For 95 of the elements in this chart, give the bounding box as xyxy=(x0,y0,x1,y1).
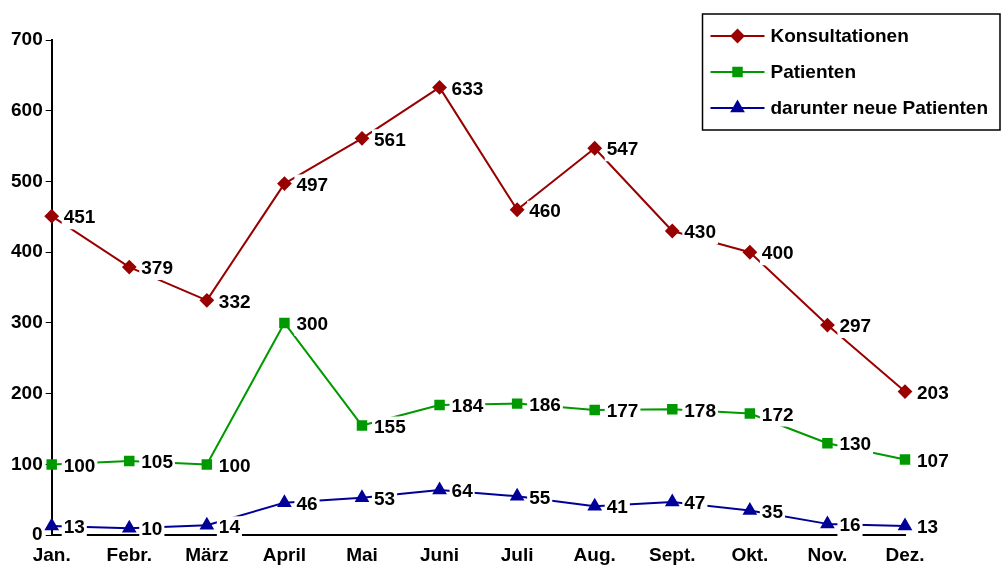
x-tick-label: Nov. xyxy=(807,543,848,565)
y-tick-label: 100 xyxy=(11,452,43,474)
x-tick-label: Sept. xyxy=(649,543,696,565)
data-label: 14 xyxy=(218,515,241,537)
point xyxy=(510,488,524,501)
point xyxy=(898,518,912,531)
point xyxy=(665,224,680,239)
data-label: 64 xyxy=(451,480,474,502)
x-tick-label: Febr. xyxy=(106,543,152,565)
data-label: 300 xyxy=(296,313,329,335)
point xyxy=(432,80,447,95)
point xyxy=(46,459,57,470)
data-label: 47 xyxy=(684,492,706,514)
x-tick-label: Jan. xyxy=(32,543,71,565)
legend-label: Patienten xyxy=(770,61,857,83)
data-label: 100 xyxy=(218,454,251,476)
point xyxy=(355,490,369,502)
data-label: 53 xyxy=(373,487,396,509)
x-tick-label: Okt. xyxy=(731,543,769,565)
y-tick-label: 200 xyxy=(11,381,43,403)
data-label: 561 xyxy=(373,128,407,150)
data-label: 172 xyxy=(761,403,794,425)
point xyxy=(510,202,525,217)
point xyxy=(199,293,214,308)
x-tick-label: Dez. xyxy=(885,543,925,565)
y-tick-label: 700 xyxy=(11,28,43,50)
point xyxy=(587,141,602,156)
data-label: 430 xyxy=(684,221,716,243)
point xyxy=(356,420,368,431)
data-label: 13 xyxy=(63,516,85,538)
point xyxy=(898,384,912,399)
data-label: 547 xyxy=(606,138,639,160)
data-label: 297 xyxy=(839,315,872,337)
x-tick-label: Juni xyxy=(420,543,460,565)
data-label: 130 xyxy=(839,433,872,455)
data-label: 460 xyxy=(529,200,561,222)
point xyxy=(122,520,136,533)
point xyxy=(44,209,59,224)
point xyxy=(200,517,214,530)
point xyxy=(279,317,290,329)
x-tick-label: Aug. xyxy=(573,543,616,565)
data-label: 105 xyxy=(141,451,174,473)
data-label: 13 xyxy=(917,516,939,538)
data-label: 35 xyxy=(761,500,784,522)
point xyxy=(665,494,679,507)
data-label: 184 xyxy=(451,395,484,417)
point xyxy=(511,398,523,409)
point xyxy=(743,502,757,515)
data-label: 379 xyxy=(141,257,173,279)
data-label: 177 xyxy=(606,400,639,422)
point xyxy=(432,482,447,495)
data-label: 451 xyxy=(63,206,96,228)
data-label: 633 xyxy=(451,77,484,99)
data-label: 186 xyxy=(529,393,561,415)
y-tick-label: 400 xyxy=(11,240,43,262)
data-label: 10 xyxy=(141,518,163,540)
data-label: 178 xyxy=(684,399,716,421)
y-tick-label: 300 xyxy=(11,311,43,333)
data-label: 16 xyxy=(839,514,861,536)
point xyxy=(667,404,678,415)
data-label: 497 xyxy=(296,173,329,195)
y-tick-label: 500 xyxy=(11,169,43,191)
data-label: 400 xyxy=(761,242,794,264)
x-tick-label: Mai xyxy=(346,543,378,565)
point xyxy=(899,454,911,465)
x-tick-label: April xyxy=(262,543,307,565)
y-tick-label: 0 xyxy=(32,523,43,545)
point xyxy=(45,518,59,531)
data-label: 155 xyxy=(373,415,407,437)
data-label: 107 xyxy=(917,449,949,471)
x-tick-label: Juli xyxy=(500,543,534,565)
point xyxy=(122,260,137,275)
legend-label: darunter neue Patienten xyxy=(770,97,989,119)
legend-label: Konsultationen xyxy=(770,25,909,47)
point xyxy=(820,318,835,333)
point xyxy=(744,408,756,419)
point xyxy=(820,516,835,529)
data-label: 100 xyxy=(63,454,96,476)
point xyxy=(588,498,602,511)
x-tick-label: März xyxy=(185,543,229,565)
point xyxy=(201,459,213,470)
y-tick-label: 600 xyxy=(11,98,43,120)
point xyxy=(277,495,292,507)
data-label: 41 xyxy=(606,496,629,518)
point xyxy=(742,245,757,260)
point xyxy=(434,399,445,411)
point xyxy=(354,131,369,146)
data-label: 46 xyxy=(296,492,318,514)
point xyxy=(589,404,600,416)
data-label: 203 xyxy=(917,381,949,403)
point xyxy=(822,437,833,449)
point xyxy=(277,176,292,191)
point xyxy=(124,455,135,467)
data-label: 55 xyxy=(529,486,551,508)
data-label: 332 xyxy=(218,290,251,312)
